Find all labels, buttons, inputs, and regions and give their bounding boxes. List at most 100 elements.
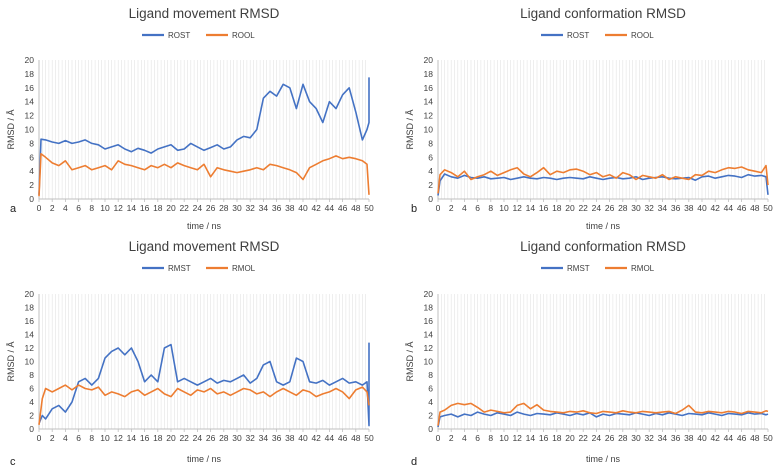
- y-tick-label: 18: [25, 69, 35, 79]
- y-tick-label: 0: [428, 194, 433, 204]
- y-tick-label: 14: [424, 97, 434, 107]
- x-tick-label: 50: [364, 203, 374, 213]
- y-tick-label: 10: [25, 125, 35, 135]
- legend-label-rmol: RMOL: [232, 264, 256, 273]
- y-tick-label: 12: [25, 111, 35, 121]
- x-tick-label: 34: [259, 203, 269, 213]
- x-tick-label: 8: [89, 203, 94, 213]
- grid-lines: [41, 60, 367, 199]
- x-tick-label: 30: [631, 203, 641, 213]
- y-tick-label: 2: [428, 411, 433, 421]
- x-tick-label: 32: [644, 203, 654, 213]
- x-tick-label: 42: [710, 433, 720, 443]
- chart-title: Ligand conformation RMSD: [520, 6, 686, 21]
- x-tick-label: 12: [113, 433, 123, 443]
- x-tick-label: 16: [539, 203, 549, 213]
- x-tick-label: 4: [462, 433, 467, 443]
- y-tick-label: 18: [424, 303, 434, 313]
- y-axis-label: RMSD / Å: [6, 341, 16, 381]
- x-tick-label: 42: [710, 203, 720, 213]
- x-tick-label: 36: [272, 433, 282, 443]
- x-tick-label: 18: [153, 433, 163, 443]
- y-tick-label: 16: [424, 83, 434, 93]
- x-tick-label: 38: [684, 203, 694, 213]
- x-tick-label: 10: [100, 433, 110, 443]
- x-tick-label: 30: [631, 433, 641, 443]
- x-tick-label: 28: [219, 203, 229, 213]
- x-tick-label: 30: [232, 203, 242, 213]
- x-tick-label: 46: [338, 433, 348, 443]
- series-line-rost: [437, 173, 769, 196]
- x-tick-label: 16: [539, 433, 549, 443]
- y-tick-label: 4: [29, 166, 34, 176]
- x-tick-label: 44: [325, 203, 335, 213]
- legend-label-rost: ROST: [168, 31, 190, 40]
- x-tick-label: 28: [618, 433, 628, 443]
- x-tick-label: 24: [592, 203, 602, 213]
- y-tick-label: 4: [428, 166, 433, 176]
- x-tick-label: 6: [475, 433, 480, 443]
- y-tick-label: 10: [424, 125, 434, 135]
- x-tick-label: 18: [153, 203, 163, 213]
- x-tick-label: 20: [166, 203, 176, 213]
- x-tick-label: 32: [644, 433, 654, 443]
- chart-legend: ROST ROOL: [541, 31, 654, 40]
- x-tick-label: 22: [578, 203, 588, 213]
- x-tick-label: 10: [499, 203, 509, 213]
- y-tick-label: 2: [428, 180, 433, 190]
- y-tick-label: 20: [424, 55, 434, 65]
- x-tick-label: 6: [76, 433, 81, 443]
- x-tick-label: 46: [737, 203, 747, 213]
- chart-legend: ROST ROOL: [142, 31, 255, 40]
- x-tick-label: 18: [552, 433, 562, 443]
- x-tick-label: 48: [351, 433, 361, 443]
- y-tick-label: 0: [29, 424, 34, 434]
- x-tick-label: 36: [272, 203, 282, 213]
- x-tick-label: 26: [605, 203, 615, 213]
- x-tick-label: 10: [100, 203, 110, 213]
- y-axis-label: RMSD / Å: [405, 341, 415, 381]
- x-tick-label: 2: [449, 203, 454, 213]
- legend-label-rost: ROST: [567, 31, 589, 40]
- series-line-rost: [38, 77, 370, 195]
- x-tick-label: 24: [193, 433, 203, 443]
- panel-letter: a: [10, 203, 17, 215]
- x-tick-label: 50: [763, 433, 773, 443]
- chart-legend: RMST RMOL: [142, 264, 256, 273]
- x-tick-label: 10: [499, 433, 509, 443]
- y-tick-label: 8: [428, 138, 433, 148]
- x-tick-label: 12: [512, 433, 522, 443]
- chart-title: Ligand conformation RMSD: [520, 239, 686, 254]
- y-tick-label: 8: [428, 370, 433, 380]
- x-tick-label: 26: [206, 433, 216, 443]
- x-tick-label: 50: [364, 433, 374, 443]
- y-tick-label: 14: [25, 330, 35, 340]
- y-axis-label: RMSD / Å: [405, 109, 415, 149]
- x-tick-label: 50: [763, 203, 773, 213]
- x-tick-label: 8: [488, 433, 493, 443]
- y-tick-label: 18: [25, 303, 35, 313]
- x-tick-label: 12: [113, 203, 123, 213]
- x-tick-label: 12: [512, 203, 522, 213]
- x-tick-label: 22: [179, 433, 189, 443]
- x-tick-label: 36: [671, 433, 681, 443]
- x-tick-label: 34: [658, 203, 668, 213]
- x-tick-label: 34: [658, 433, 668, 443]
- x-tick-label: 44: [325, 433, 335, 443]
- grid-lines: [440, 294, 766, 429]
- x-tick-label: 32: [245, 203, 255, 213]
- x-tick-label: 22: [179, 203, 189, 213]
- x-tick-label: 16: [140, 433, 150, 443]
- x-tick-label: 8: [488, 203, 493, 213]
- y-tick-label: 14: [424, 330, 434, 340]
- y-tick-label: 20: [25, 289, 35, 299]
- y-tick-label: 0: [29, 194, 34, 204]
- series-line-rmol: [437, 402, 769, 426]
- y-tick-label: 14: [25, 97, 35, 107]
- x-tick-label: 42: [311, 433, 321, 443]
